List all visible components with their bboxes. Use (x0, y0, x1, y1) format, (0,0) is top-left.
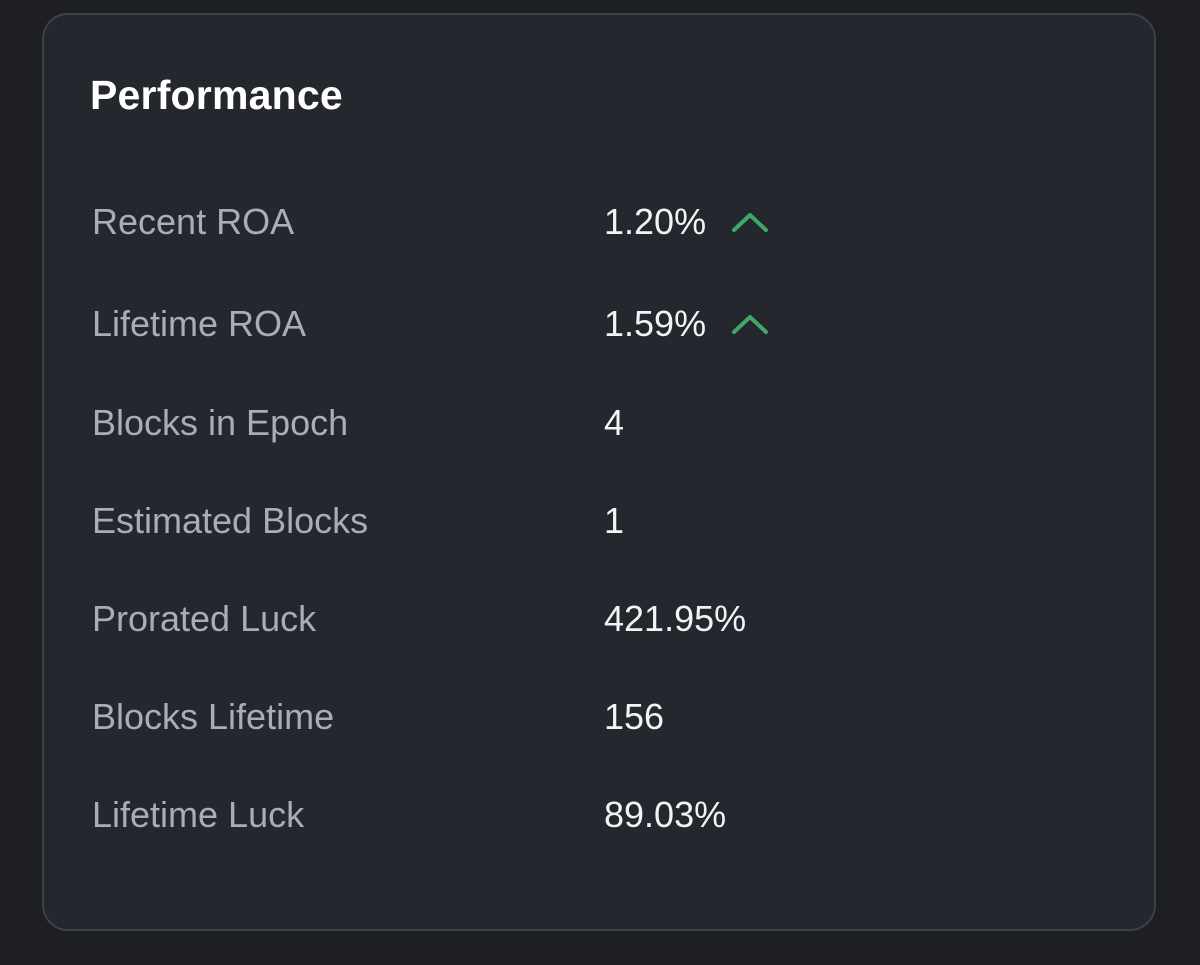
performance-card: Performance Recent ROA 1.20% Lifetime RO… (42, 13, 1156, 931)
metric-value-group: 156 (604, 695, 664, 739)
metric-value: 4 (604, 402, 625, 443)
metric-value-group: 1.59% (604, 302, 770, 346)
metric-value: 1.59% (604, 303, 707, 344)
metric-label: Estimated Blocks (92, 500, 369, 541)
metric-row-prorated-luck: Prorated Luck 421.95% (92, 570, 1092, 668)
metric-label: Lifetime ROA (92, 303, 307, 344)
metric-value-group: 1.20% (604, 200, 770, 244)
chevron-up-icon (730, 208, 770, 236)
metric-row-blocks-lifetime: Blocks Lifetime 156 (92, 668, 1092, 766)
metric-value: 89.03% (604, 794, 727, 835)
metric-row-recent-roa: Recent ROA 1.20% (92, 170, 1092, 274)
metric-label: Blocks in Epoch (92, 402, 349, 443)
metric-label: Blocks Lifetime (92, 696, 335, 737)
metric-label: Lifetime Luck (92, 794, 305, 835)
metric-value: 156 (604, 696, 665, 737)
metric-label: Prorated Luck (92, 598, 317, 639)
metric-value: 1.20% (604, 201, 707, 242)
metric-row-lifetime-roa: Lifetime ROA 1.59% (92, 274, 1092, 374)
metric-row-estimated-blocks: Estimated Blocks 1 (92, 472, 1092, 570)
metric-value-group: 421.95% (604, 597, 746, 641)
metrics-list: Recent ROA 1.20% Lifetime ROA 1.59% (92, 170, 1092, 864)
metric-value-group: 89.03% (604, 793, 726, 837)
card-title: Performance (90, 72, 343, 118)
metric-label: Recent ROA (92, 201, 295, 242)
metric-value: 1 (604, 500, 625, 541)
metric-value-group: 4 (604, 401, 624, 445)
metric-value-group: 1 (604, 499, 624, 543)
metric-row-blocks-in-epoch: Blocks in Epoch 4 (92, 374, 1092, 472)
metric-row-lifetime-luck: Lifetime Luck 89.03% (92, 766, 1092, 864)
metric-value: 421.95% (604, 598, 747, 639)
chevron-up-icon (730, 310, 770, 338)
